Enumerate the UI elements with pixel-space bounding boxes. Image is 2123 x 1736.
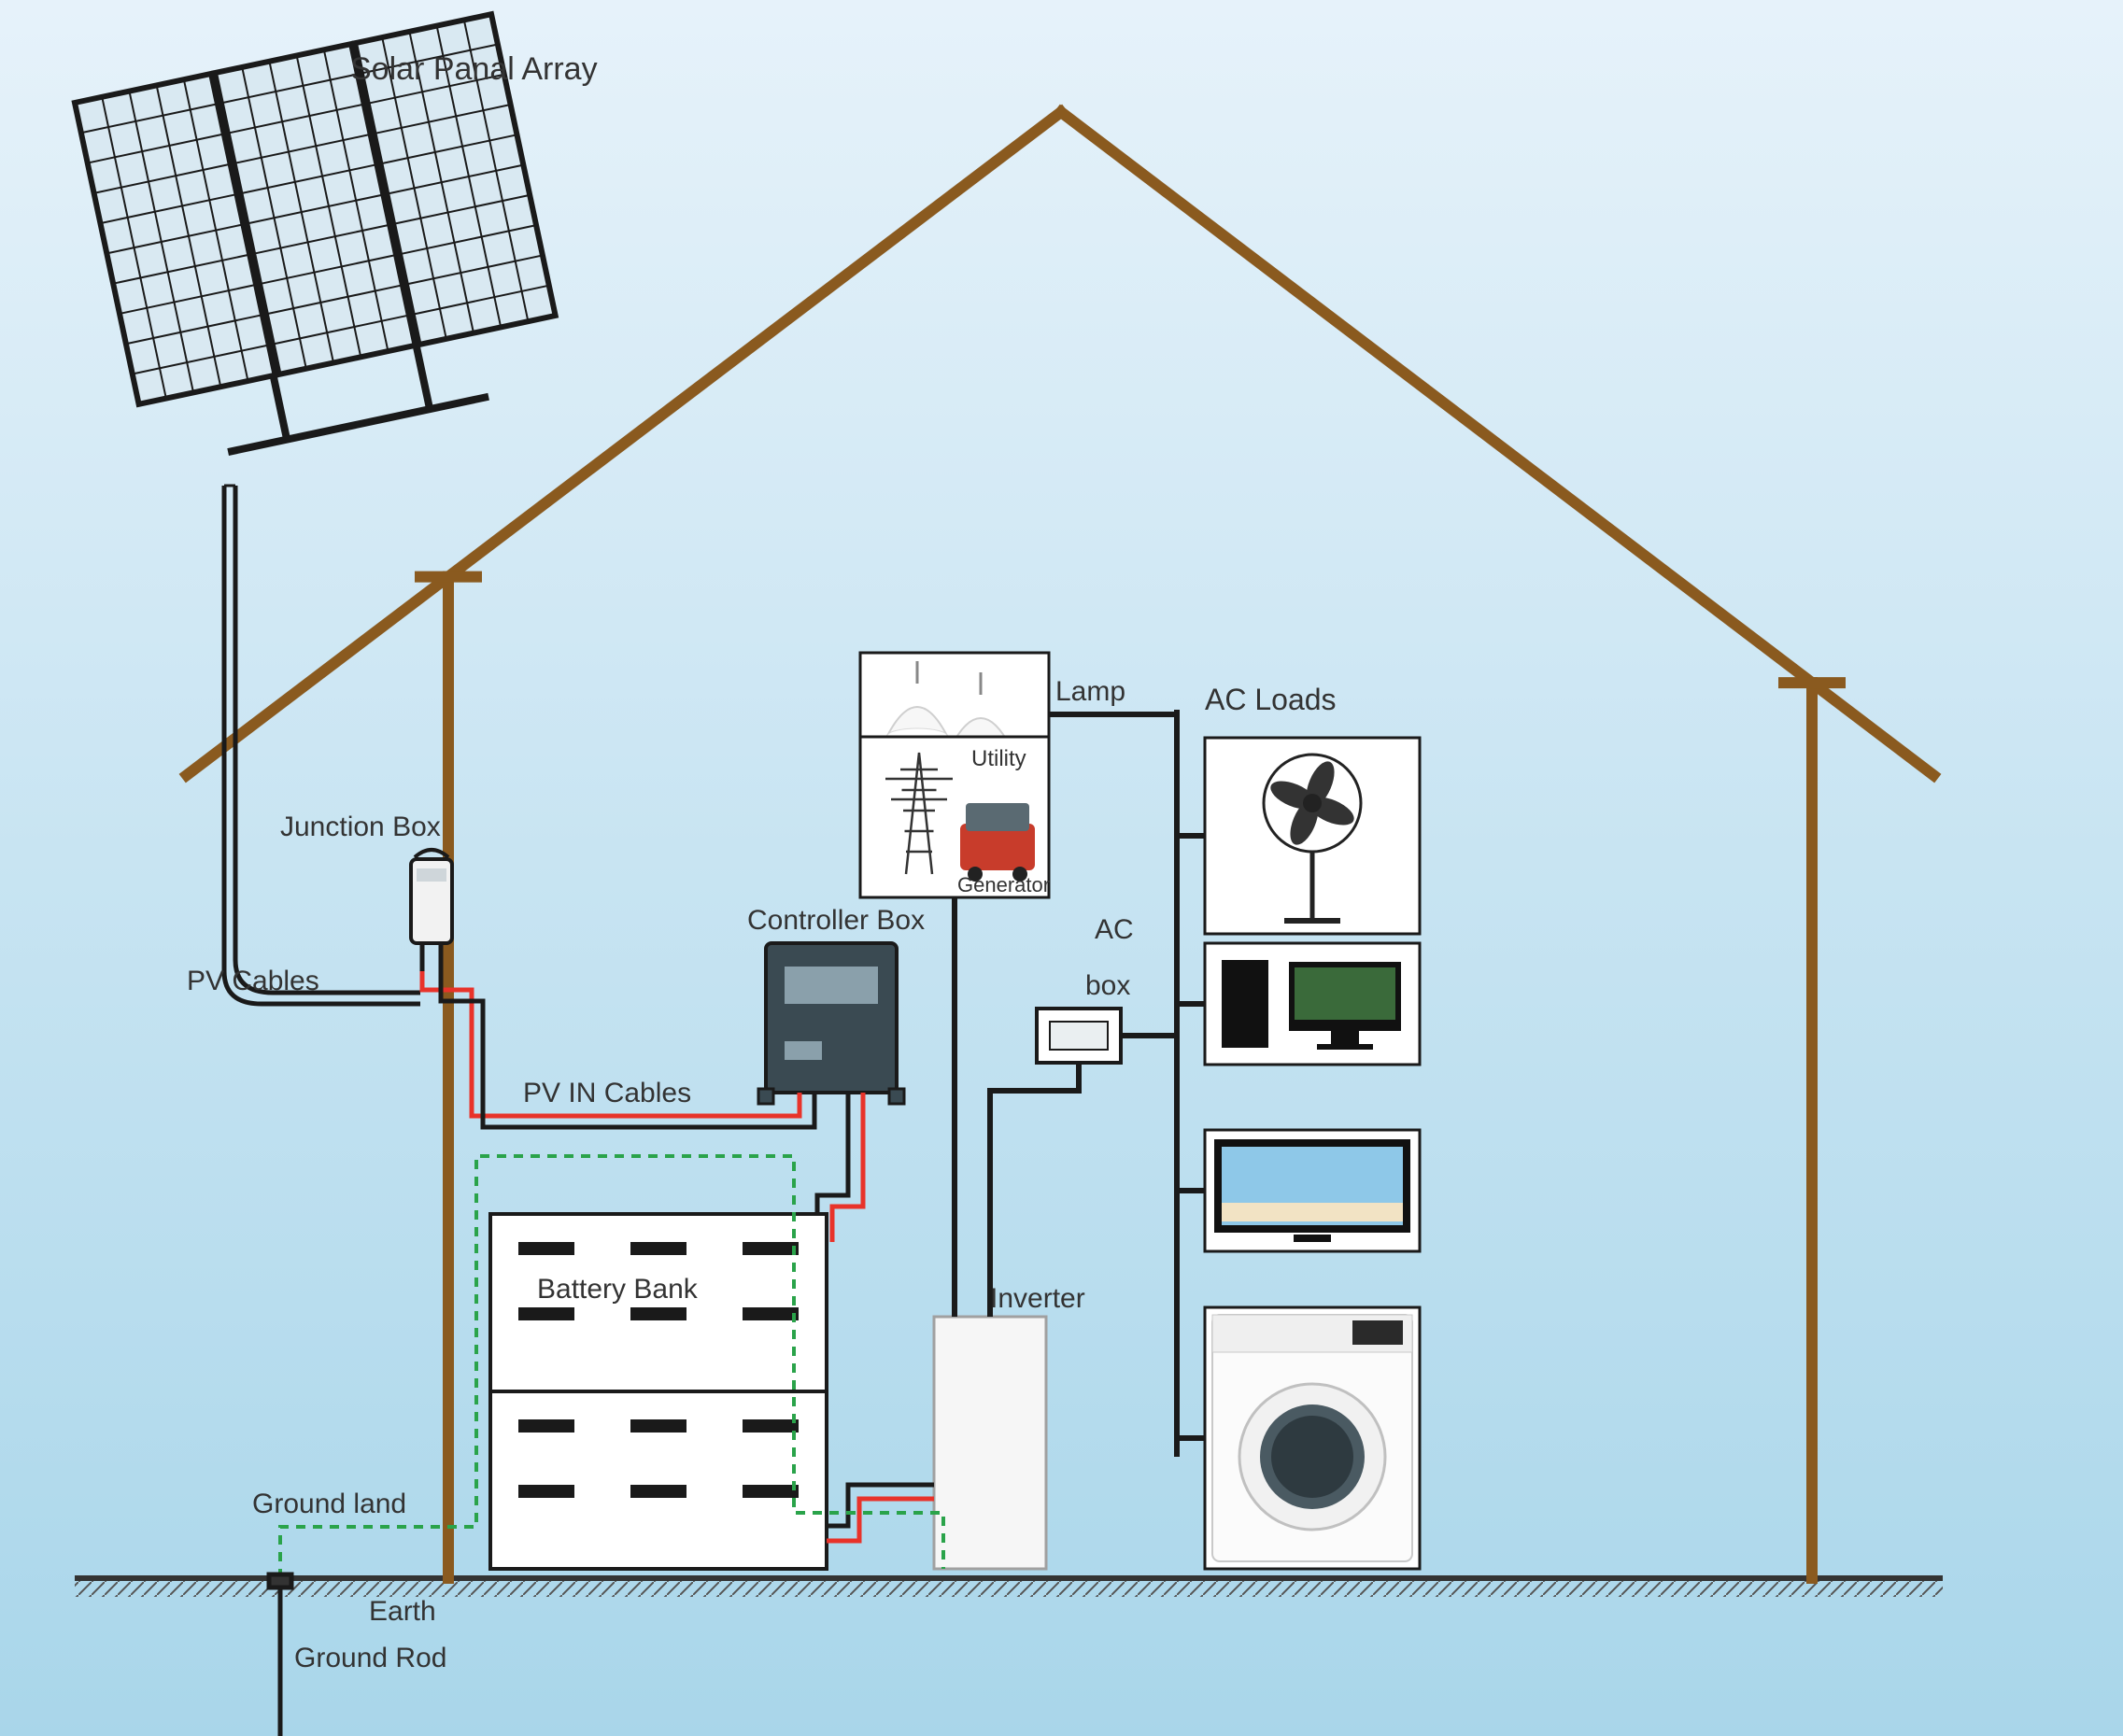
label-ground-rod: Ground Rod [294, 1643, 446, 1673]
ac-load-fan [1205, 738, 1420, 934]
label-solar-panel-array: Solar Panal Array [350, 51, 598, 87]
generator-icon [960, 803, 1035, 882]
label-ac-loads: AC Loads [1205, 683, 1337, 716]
ac-load-washer [1205, 1307, 1420, 1569]
label-utility: Utility [971, 746, 1026, 771]
ac-box [1037, 1009, 1121, 1063]
label-ground-land: Ground land [252, 1489, 406, 1519]
battery-bank [490, 1214, 827, 1569]
label-controller-box: Controller Box [747, 905, 925, 936]
label-lamp: Lamp [1055, 676, 1125, 707]
label-battery-bank: Battery Bank [537, 1274, 699, 1305]
label-ac-box: AC [1095, 914, 1134, 945]
ac-load-computer [1205, 943, 1420, 1065]
controller-box [758, 943, 904, 1104]
solar-system-diagram: Solar Panal Array Junction Box PV Cables PV… [0, 0, 2123, 1736]
label-pv-in-cables: PV IN Cables [523, 1078, 691, 1108]
label-generator: Generator [957, 873, 1050, 896]
ac-load-tv [1205, 1130, 1420, 1251]
label-junction-box: Junction Box [280, 812, 441, 842]
label-inverter: Inverter [990, 1283, 1085, 1314]
inverter [934, 1317, 1046, 1569]
label-pv-cables: PV Cables [187, 966, 319, 996]
label-ac-box2: box [1085, 970, 1130, 1001]
label-earth: Earth [369, 1596, 436, 1627]
